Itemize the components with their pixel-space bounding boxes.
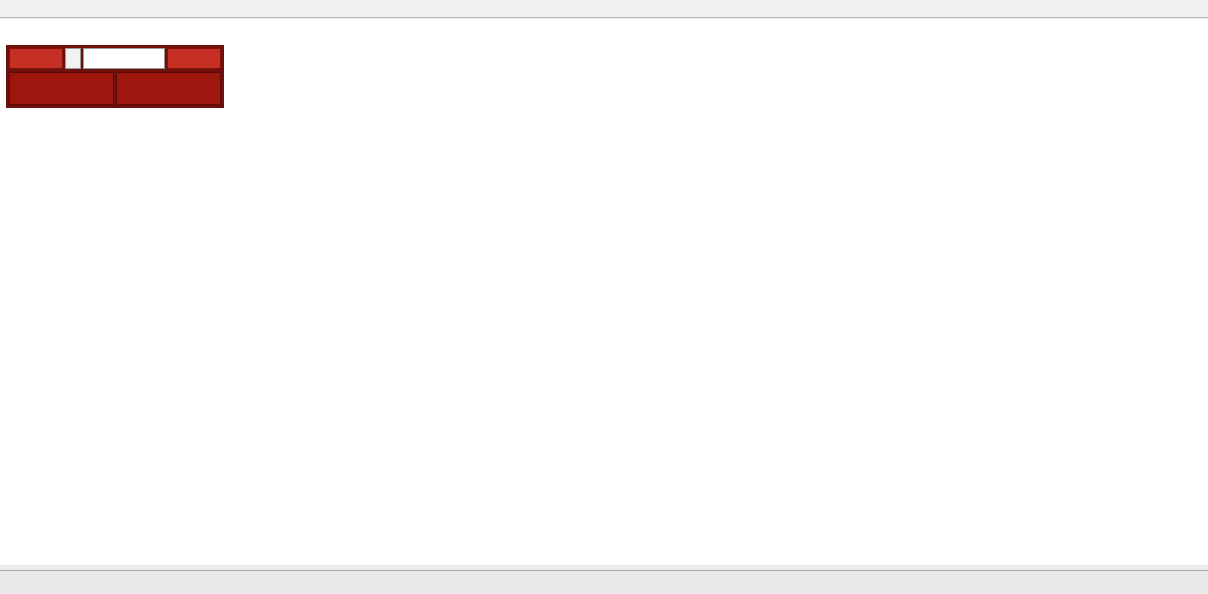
- volume-dropdown-button[interactable]: [65, 48, 81, 69]
- sell-button[interactable]: [9, 48, 63, 69]
- quote-line: [6, 27, 33, 38]
- buy-price-display[interactable]: [116, 72, 221, 105]
- volume-input[interactable]: [83, 48, 165, 69]
- one-click-trade-panel: [6, 45, 224, 108]
- sell-price-display[interactable]: [9, 72, 114, 105]
- buy-button[interactable]: [167, 48, 221, 69]
- rsi-indicator-label: [6, 479, 10, 490]
- chart-window: [0, 19, 1208, 565]
- timeframe-toolbar: [0, 0, 1208, 18]
- price-chart-canvas[interactable]: [0, 19, 1208, 565]
- macd-indicator-label: [6, 411, 14, 422]
- chart-tab-bar: [0, 570, 1208, 593]
